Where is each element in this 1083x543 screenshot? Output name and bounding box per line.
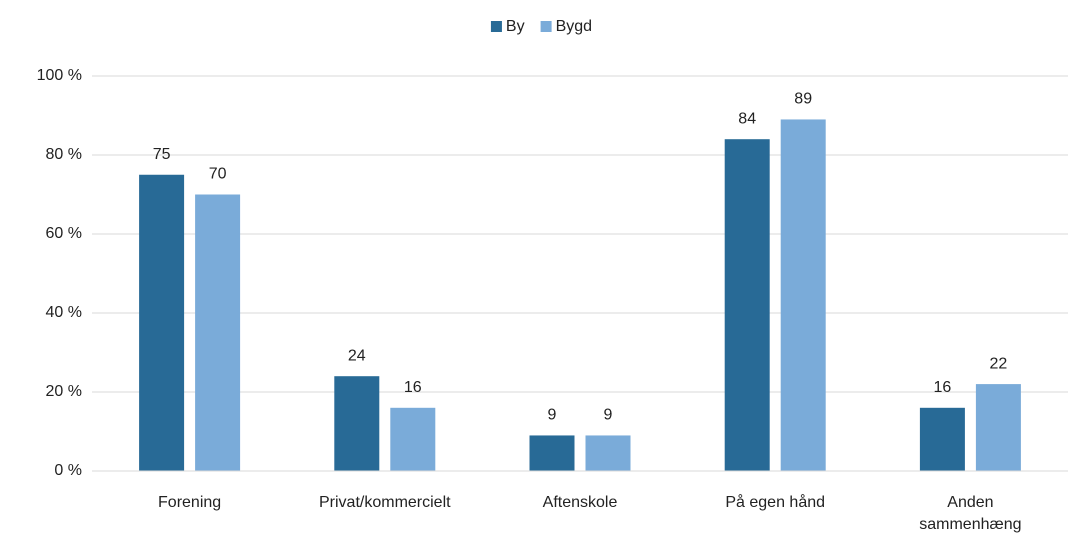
y-tick-label: 0 % <box>54 462 82 479</box>
data-label: 24 <box>348 347 366 364</box>
legend-swatch <box>490 21 502 32</box>
data-label: 89 <box>794 91 812 108</box>
x-tick-label: Forening <box>158 494 221 511</box>
y-tick-label: 60 % <box>46 225 82 242</box>
legend-label: Bygd <box>556 18 592 35</box>
data-label: 84 <box>738 110 756 127</box>
bar <box>724 139 770 471</box>
y-tick-label: 40 % <box>46 304 82 321</box>
x-tick-label: Aftenskole <box>543 494 618 511</box>
data-label: 16 <box>404 379 422 396</box>
x-tick-label: På egen hånd <box>725 493 825 511</box>
data-label: 16 <box>934 379 952 396</box>
bar <box>139 174 185 471</box>
data-label: 75 <box>153 146 171 163</box>
y-tick-label: 100 % <box>37 67 82 84</box>
legend-swatch <box>540 21 552 32</box>
bar <box>334 376 380 471</box>
bar <box>919 407 965 471</box>
legend: By Bygd <box>490 18 592 35</box>
bar <box>195 194 241 471</box>
y-tick-label: 20 % <box>46 383 82 400</box>
data-label: 9 <box>548 407 557 424</box>
bar <box>585 435 631 471</box>
bar <box>975 384 1021 471</box>
x-tick-label: Privat/kommercielt <box>319 494 451 511</box>
data-label: 70 <box>209 166 227 183</box>
data-label: 22 <box>990 355 1008 372</box>
bar <box>529 435 575 471</box>
y-tick-label: 80 % <box>46 146 82 163</box>
data-label: 9 <box>604 407 613 424</box>
legend-label: By <box>506 18 525 35</box>
bar <box>390 407 436 471</box>
x-tick-label: Anden sammenhæng <box>919 494 1021 533</box>
bar <box>780 119 826 471</box>
